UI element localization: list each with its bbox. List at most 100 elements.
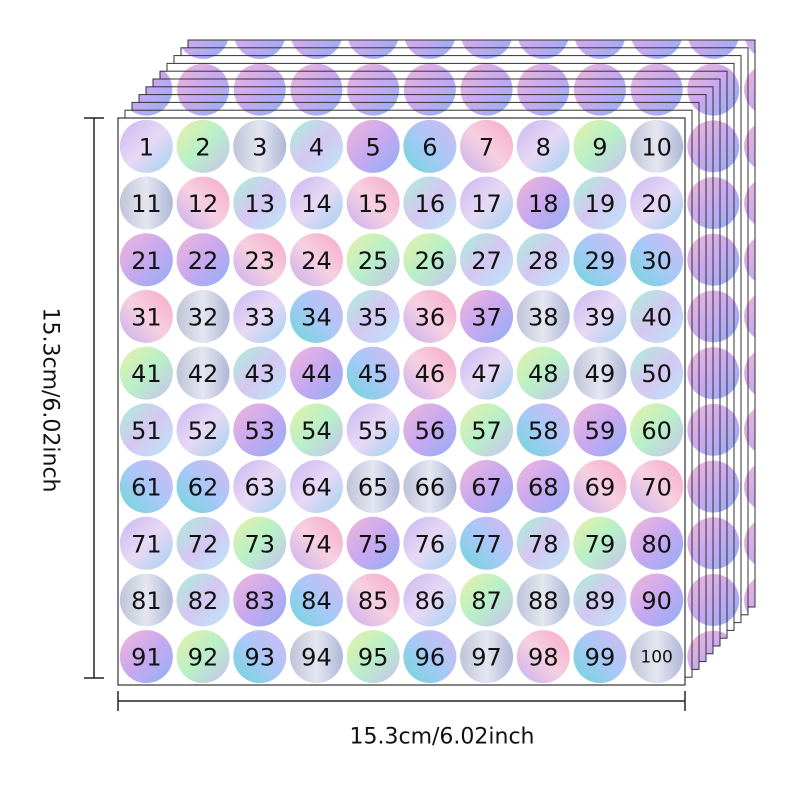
sticker bbox=[176, 289, 230, 343]
sticker bbox=[630, 460, 684, 514]
dimension-label: 15.3cm/6.02inch bbox=[38, 307, 63, 492]
sticker bbox=[630, 289, 684, 343]
sticker bbox=[460, 289, 514, 343]
sticker-number: 18 bbox=[528, 190, 559, 218]
sticker bbox=[119, 176, 173, 230]
sticker-number: 17 bbox=[471, 190, 502, 218]
sticker bbox=[346, 233, 400, 287]
sticker-number: 7 bbox=[479, 133, 494, 161]
sticker-number: 8 bbox=[536, 133, 551, 161]
sticker-number: 96 bbox=[415, 644, 446, 672]
sticker bbox=[176, 573, 230, 627]
sticker-number: 83 bbox=[244, 587, 275, 615]
sticker bbox=[233, 630, 287, 684]
sticker bbox=[460, 346, 514, 400]
sticker bbox=[176, 119, 230, 173]
sticker-number: 13 bbox=[244, 190, 275, 218]
sticker bbox=[119, 630, 173, 684]
sticker-number: 40 bbox=[641, 303, 672, 331]
sticker-number: 41 bbox=[131, 360, 162, 388]
sticker bbox=[176, 346, 230, 400]
sticker bbox=[176, 403, 230, 457]
sticker-number: 12 bbox=[188, 190, 219, 218]
sticker-number: 90 bbox=[641, 587, 672, 615]
sticker bbox=[233, 233, 287, 287]
sticker-number: 39 bbox=[585, 303, 616, 331]
sticker bbox=[573, 346, 627, 400]
sticker-number: 5 bbox=[366, 133, 381, 161]
sticker-number: 73 bbox=[244, 530, 275, 558]
sticker bbox=[176, 630, 230, 684]
sticker bbox=[289, 630, 343, 684]
sticker bbox=[460, 119, 514, 173]
sticker-number: 71 bbox=[131, 530, 162, 558]
sticker-number: 53 bbox=[244, 417, 275, 445]
sticker-number: 61 bbox=[131, 474, 162, 502]
sticker bbox=[346, 346, 400, 400]
sticker-number: 99 bbox=[585, 644, 616, 672]
sticker bbox=[233, 516, 287, 570]
sticker bbox=[233, 346, 287, 400]
sticker bbox=[119, 516, 173, 570]
height-dimension: 15.3cm/6.02inch bbox=[38, 117, 104, 679]
sticker-number: 3 bbox=[252, 133, 267, 161]
sticker-number: 11 bbox=[131, 190, 162, 218]
sticker bbox=[233, 460, 287, 514]
sticker-number: 77 bbox=[471, 530, 502, 558]
sticker bbox=[460, 573, 514, 627]
sticker bbox=[403, 119, 457, 173]
sticker-number: 21 bbox=[131, 247, 162, 275]
sticker-number: 36 bbox=[415, 303, 446, 331]
sticker bbox=[630, 233, 684, 287]
sticker bbox=[346, 460, 400, 514]
sticker bbox=[630, 516, 684, 570]
sticker bbox=[460, 516, 514, 570]
sticker bbox=[289, 516, 343, 570]
sticker-number: 97 bbox=[471, 644, 502, 672]
sticker bbox=[346, 119, 400, 173]
sticker-number: 93 bbox=[244, 644, 275, 672]
sticker-number: 28 bbox=[528, 247, 559, 275]
sticker bbox=[573, 460, 627, 514]
sticker bbox=[516, 119, 570, 173]
sticker-number: 82 bbox=[188, 587, 219, 615]
sticker-number: 70 bbox=[641, 474, 672, 502]
sticker-number: 87 bbox=[471, 587, 502, 615]
sticker-number: 75 bbox=[358, 530, 389, 558]
sticker-number: 32 bbox=[188, 303, 219, 331]
sticker-number: 79 bbox=[585, 530, 616, 558]
sticker bbox=[346, 516, 400, 570]
sticker-number: 26 bbox=[415, 247, 446, 275]
sticker bbox=[119, 403, 173, 457]
sticker-number: 44 bbox=[301, 360, 332, 388]
sticker-number: 60 bbox=[641, 417, 672, 445]
sticker-number: 55 bbox=[358, 417, 389, 445]
sticker-number: 80 bbox=[641, 530, 672, 558]
sticker-number: 92 bbox=[188, 644, 219, 672]
sticker-number: 46 bbox=[415, 360, 446, 388]
sticker-number: 72 bbox=[188, 530, 219, 558]
sticker-number: 15 bbox=[358, 190, 389, 218]
sticker bbox=[289, 403, 343, 457]
sticker-number: 25 bbox=[358, 247, 389, 275]
sticker-number: 34 bbox=[301, 303, 332, 331]
sticker bbox=[176, 460, 230, 514]
sticker bbox=[289, 233, 343, 287]
sticker bbox=[630, 119, 684, 173]
sticker bbox=[516, 176, 570, 230]
sticker-number: 89 bbox=[585, 587, 616, 615]
sticker bbox=[233, 289, 287, 343]
sticker-number: 51 bbox=[131, 417, 162, 445]
sticker-number: 22 bbox=[188, 247, 219, 275]
sticker bbox=[119, 119, 173, 173]
dimension-label: 15.3cm/6.02inch bbox=[349, 725, 534, 750]
sticker bbox=[289, 289, 343, 343]
sticker-number: 30 bbox=[641, 247, 672, 275]
sticker-number: 81 bbox=[131, 587, 162, 615]
sticker-number: 98 bbox=[528, 644, 559, 672]
sticker bbox=[516, 630, 570, 684]
sticker bbox=[289, 346, 343, 400]
sticker bbox=[403, 346, 457, 400]
sticker bbox=[573, 176, 627, 230]
